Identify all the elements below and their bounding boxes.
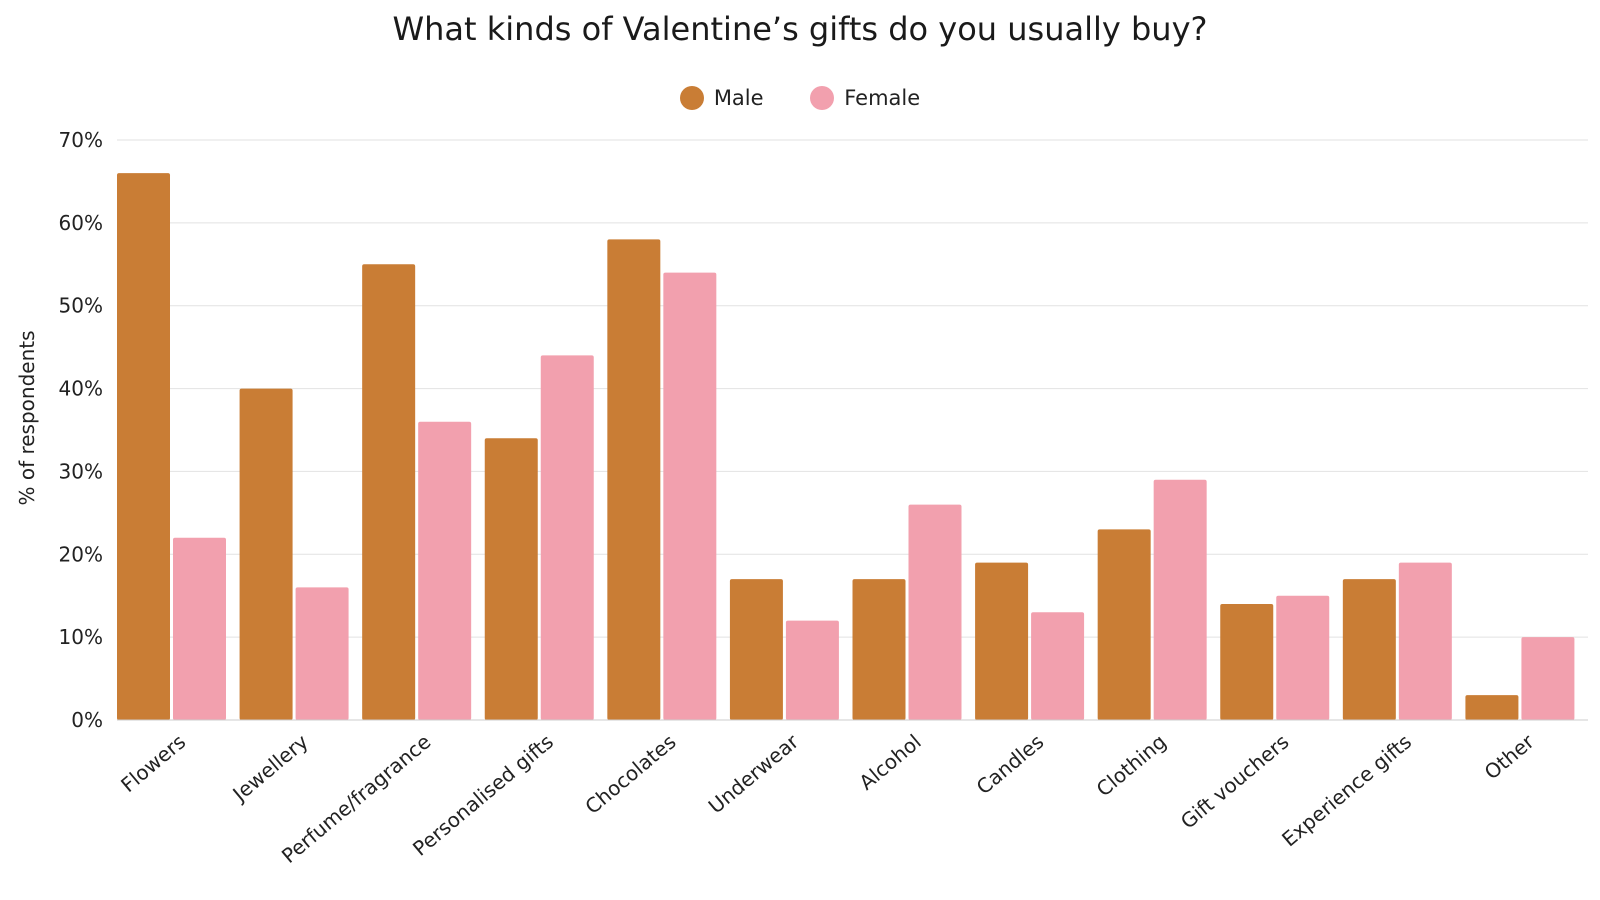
bar-male-alcohol <box>852 579 906 720</box>
bar-male-candles <box>975 562 1029 720</box>
bar-female-flowers <box>173 537 226 720</box>
x-tick-label: Gift vouchers <box>1176 729 1294 833</box>
x-tick-label: Chocolates <box>580 729 680 818</box>
y-tick-label: 0% <box>71 708 103 732</box>
bar-female-clothing <box>1153 479 1207 720</box>
bar-male-personalised-gifts <box>484 438 538 720</box>
y-tick-label: 60% <box>59 211 103 235</box>
legend: Male Female <box>0 84 1600 110</box>
y-tick-label: 10% <box>59 625 103 649</box>
legend-item-male: Male <box>679 85 764 110</box>
bar-male-perfume-fragrance <box>362 264 416 720</box>
legend-item-female: Female <box>810 85 920 110</box>
bar-male-underwear <box>729 579 783 720</box>
bar-female-jewellery <box>295 587 349 720</box>
bar-male-clothing <box>1097 529 1151 720</box>
legend-label-male: Male <box>713 85 764 110</box>
x-tick-label: Flowers <box>116 729 190 797</box>
y-tick-label: 20% <box>59 542 103 566</box>
y-tick-label: 50% <box>59 294 103 318</box>
y-tick-label: 40% <box>59 377 103 401</box>
bar-female-perfume-fragrance <box>418 421 472 720</box>
bar-female-experience-gifts <box>1398 562 1452 720</box>
bar-female-chocolates <box>663 272 717 720</box>
legend-swatch-female <box>810 85 835 110</box>
bar-female-alcohol <box>908 504 962 720</box>
bar-female-gift-vouchers <box>1276 595 1330 720</box>
x-tick-label: Jewellery <box>227 729 313 807</box>
y-tick-label: 30% <box>59 459 103 483</box>
x-tick-label: Underwear <box>704 729 804 818</box>
legend-label-female: Female <box>844 85 921 110</box>
bar-female-personalised-gifts <box>540 355 594 720</box>
bar-female-candles <box>1031 612 1085 720</box>
y-tick-label: 70% <box>59 128 103 152</box>
bar-male-experience-gifts <box>1342 579 1396 720</box>
bar-female-underwear <box>785 620 839 720</box>
bar-female-other <box>1521 637 1575 720</box>
bar-male-jewellery <box>239 388 293 720</box>
x-tick-label: Other <box>1480 729 1540 784</box>
chart-title: What kinds of Valentine’s gifts do you u… <box>392 10 1208 48</box>
bar-male-flowers <box>117 173 170 721</box>
legend-swatch-male <box>679 85 704 110</box>
y-axis-label: % of respondents <box>15 330 39 505</box>
bar-male-gift-vouchers <box>1220 604 1274 720</box>
x-tick-label: Clothing <box>1092 729 1171 801</box>
x-tick-label: Alcohol <box>854 729 925 794</box>
bar-male-other <box>1465 695 1519 720</box>
bar-male-chocolates <box>607 239 661 720</box>
x-tick-label: Experience gifts <box>1277 729 1416 851</box>
x-tick-label: Candles <box>972 729 1049 799</box>
